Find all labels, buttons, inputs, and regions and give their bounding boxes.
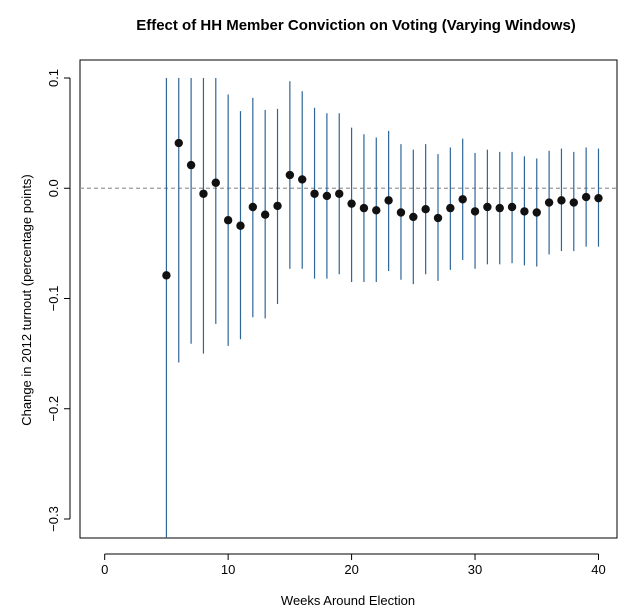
y-tick-label: −0.2 — [46, 396, 61, 422]
data-point — [495, 203, 504, 213]
data-point — [248, 202, 258, 212]
data-point — [347, 199, 356, 208]
data-point — [557, 196, 566, 205]
y-tick-label: −0.3 — [46, 506, 61, 532]
data-point — [223, 216, 233, 225]
y-axis: −0.3 −0.2 −0.1 0.0 0.1 — [46, 69, 71, 532]
data-point — [335, 189, 344, 198]
x-tick-label: 10 — [221, 562, 235, 577]
plot-area — [79, 59, 618, 539]
data-point — [544, 198, 554, 207]
x-tick-label: 0 — [101, 562, 108, 577]
data-point — [458, 195, 467, 204]
data-point — [433, 213, 443, 223]
data-point — [285, 170, 295, 180]
x-axis: 0 10 20 30 40 — [101, 553, 606, 577]
y-tick-label: 0.1 — [46, 69, 61, 87]
data-point — [260, 210, 270, 219]
data-point — [446, 203, 455, 213]
y-tick-label: 0.0 — [46, 179, 61, 197]
data-point — [507, 202, 517, 212]
x-axis-label: Weeks Around Election — [281, 593, 415, 608]
x-tick-label: 20 — [344, 562, 358, 577]
data-point — [470, 207, 480, 216]
data-point — [594, 193, 603, 203]
data-point — [211, 178, 220, 187]
data-point — [322, 191, 332, 201]
data-point — [298, 175, 307, 184]
y-axis-label: Change in 2012 turnout (percentage point… — [19, 174, 34, 426]
data-point — [581, 192, 591, 202]
data-point — [236, 221, 245, 230]
data-point — [174, 138, 183, 148]
data-point — [483, 202, 492, 212]
data-point — [186, 160, 196, 170]
data-point — [532, 208, 541, 217]
data-point — [162, 271, 171, 280]
x-tick-label: 40 — [591, 562, 605, 577]
chart-title: Effect of HH Member Conviction on Voting… — [136, 17, 576, 34]
data-point — [569, 198, 578, 207]
data-point — [384, 196, 393, 205]
data-point — [409, 212, 418, 222]
data-point — [199, 189, 208, 198]
y-tick-label: −0.1 — [46, 286, 61, 312]
data-point — [359, 203, 369, 213]
data-point — [396, 208, 406, 217]
data-point — [372, 206, 381, 215]
data-point — [310, 189, 319, 198]
data-point — [520, 207, 529, 216]
plot-frame — [79, 59, 618, 539]
data-point — [273, 201, 282, 211]
data-point — [421, 204, 430, 214]
x-tick-label: 30 — [468, 562, 482, 577]
